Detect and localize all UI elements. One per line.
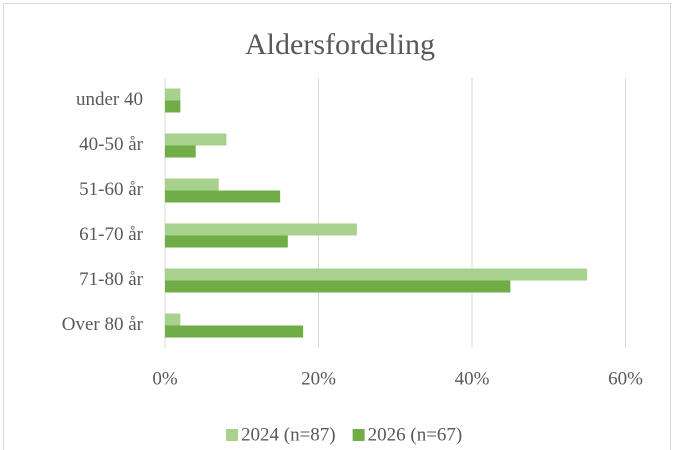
y-tick-label: 40-50 år xyxy=(79,134,144,155)
legend-swatch xyxy=(226,429,238,441)
y-tick-label: 51-60 år xyxy=(79,179,144,200)
legend-swatch xyxy=(352,429,365,441)
bar xyxy=(165,223,357,236)
bar xyxy=(165,88,181,101)
legend-label: 2024 (n=87) xyxy=(241,424,336,445)
bar xyxy=(165,190,281,203)
bar xyxy=(165,133,227,146)
x-tick-label: 0% xyxy=(152,368,178,389)
bar xyxy=(165,268,588,281)
bar xyxy=(165,178,219,191)
y-tick-label: 71-80 år xyxy=(79,269,144,290)
x-tick-label: 20% xyxy=(301,368,336,389)
bar xyxy=(165,313,181,326)
chart-title: Aldersfordeling xyxy=(245,28,435,61)
legend-label: 2026 (n=67) xyxy=(368,424,463,445)
y-tick-label: Over 80 år xyxy=(62,314,144,335)
bar xyxy=(165,100,181,113)
y-tick-label: 61-70 år xyxy=(79,224,144,245)
bar xyxy=(165,325,304,338)
bar xyxy=(165,280,511,293)
x-tick-label: 40% xyxy=(455,368,490,389)
x-tick-label: 60% xyxy=(608,368,643,389)
bar xyxy=(165,145,196,158)
bar xyxy=(165,235,288,248)
y-tick-label: under 40 xyxy=(76,89,143,110)
